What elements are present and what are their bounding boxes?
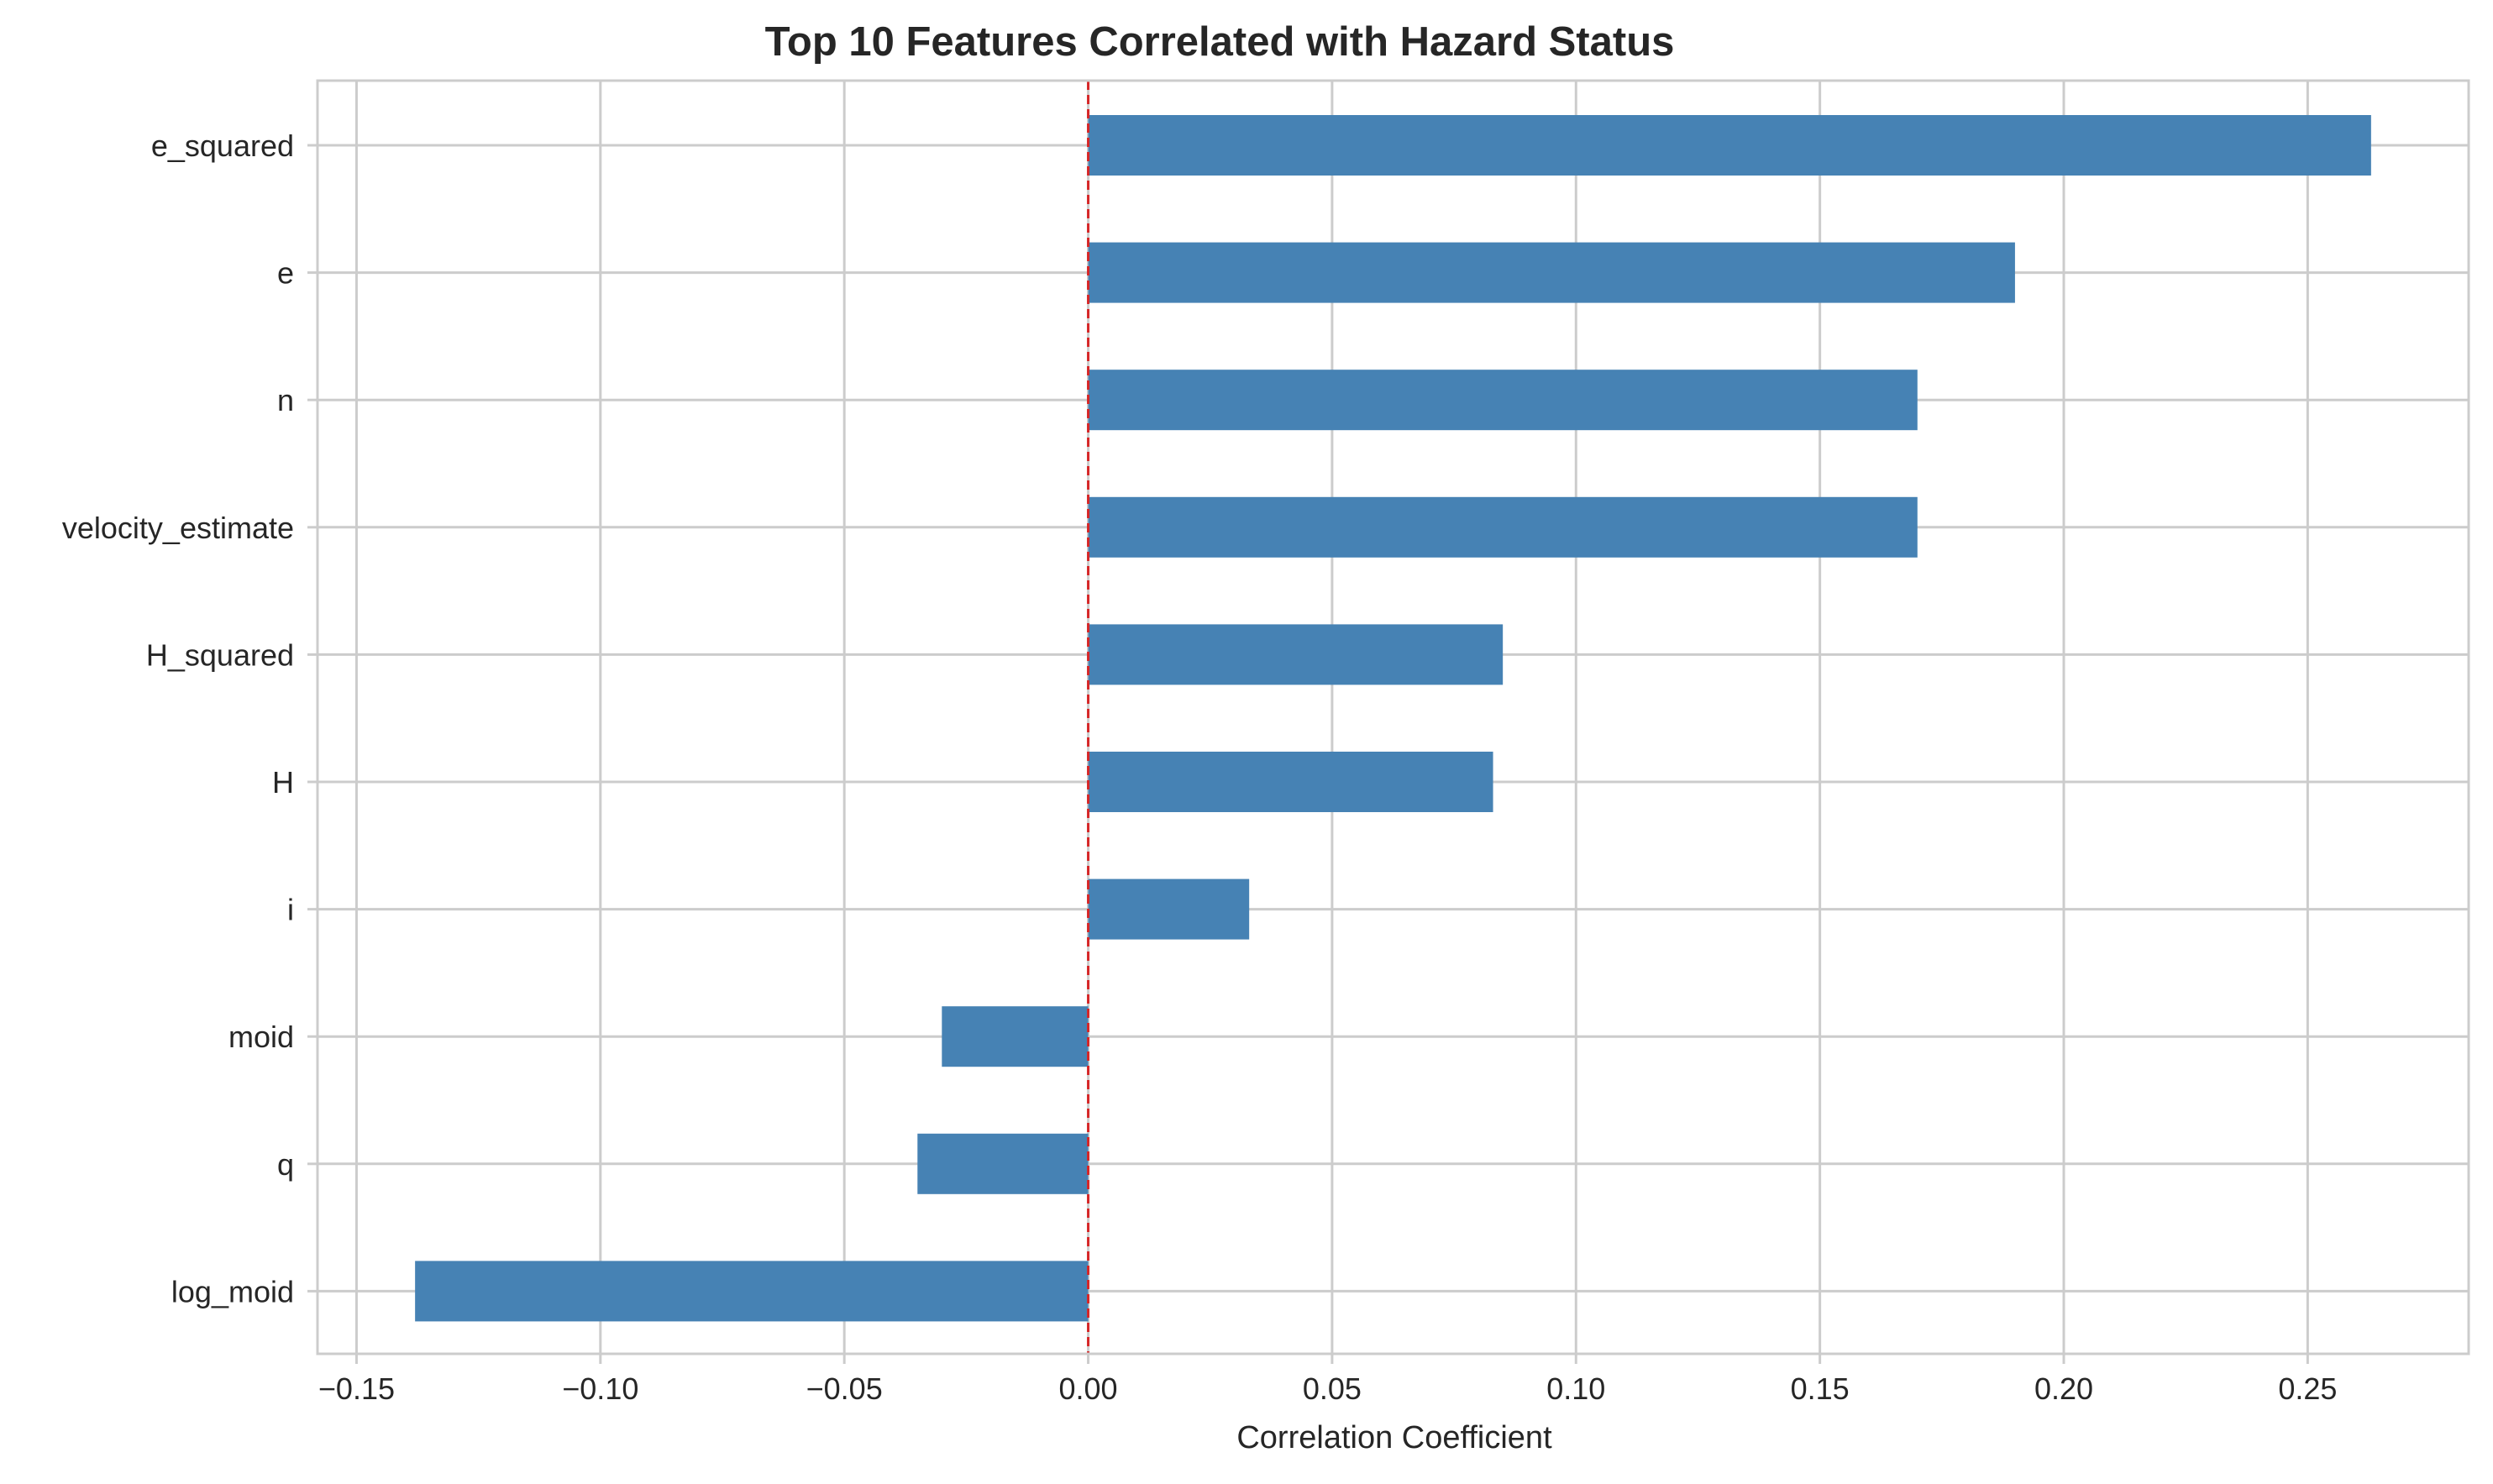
y-tick-label: log_moid (171, 1274, 294, 1308)
plot-frame (316, 79, 2470, 1356)
x-tick-label: 0.25 (2278, 1371, 2337, 1406)
bar-e-squared (1088, 115, 2371, 176)
x-tick-label: −0.10 (562, 1371, 638, 1406)
y-tick-label: H (272, 765, 294, 800)
bar-moid (942, 1006, 1089, 1067)
axis-layer: −0.15 −0.10 −0.05 0.00 0.05 0.10 0.15 0.20 0.25 e… (62, 79, 2470, 1406)
bar-q (917, 1133, 1089, 1194)
x-tick-label: 0.10 (1546, 1371, 1605, 1406)
x-tick-label: 0.05 (1303, 1371, 1362, 1406)
x-tick-label: −0.15 (318, 1371, 395, 1406)
x-tick-label: 0.15 (1791, 1371, 1850, 1406)
bar-i (1088, 878, 1250, 940)
bar-velocity-estimate (1088, 496, 1918, 558)
bar-log-moid (415, 1261, 1089, 1322)
x-tick-label: −0.05 (806, 1371, 883, 1406)
y-tick-label: n (277, 383, 294, 417)
chart-title: Top 10 Features Correlated with Hazard S… (765, 19, 1675, 65)
bar-H-squared (1088, 624, 1504, 685)
x-axis-label: Correlation Coefficient (1236, 1420, 1552, 1455)
bar-layer (415, 115, 2371, 1322)
y-tick-label: e_squared (151, 128, 294, 163)
y-tick-label: i (287, 893, 294, 927)
y-tick-label: q (277, 1147, 294, 1182)
x-tick-label: 0.20 (2034, 1371, 2093, 1406)
bar-n (1088, 370, 1918, 431)
y-tick-label: velocity_estimate (62, 511, 294, 545)
y-tick-label: H_squared (146, 637, 294, 672)
bar-H (1088, 752, 1493, 812)
y-tick-label: e (277, 256, 294, 291)
y-tick-label: moid (228, 1020, 294, 1054)
x-tick-label: 0.00 (1059, 1371, 1118, 1406)
bar-e (1088, 242, 2015, 303)
